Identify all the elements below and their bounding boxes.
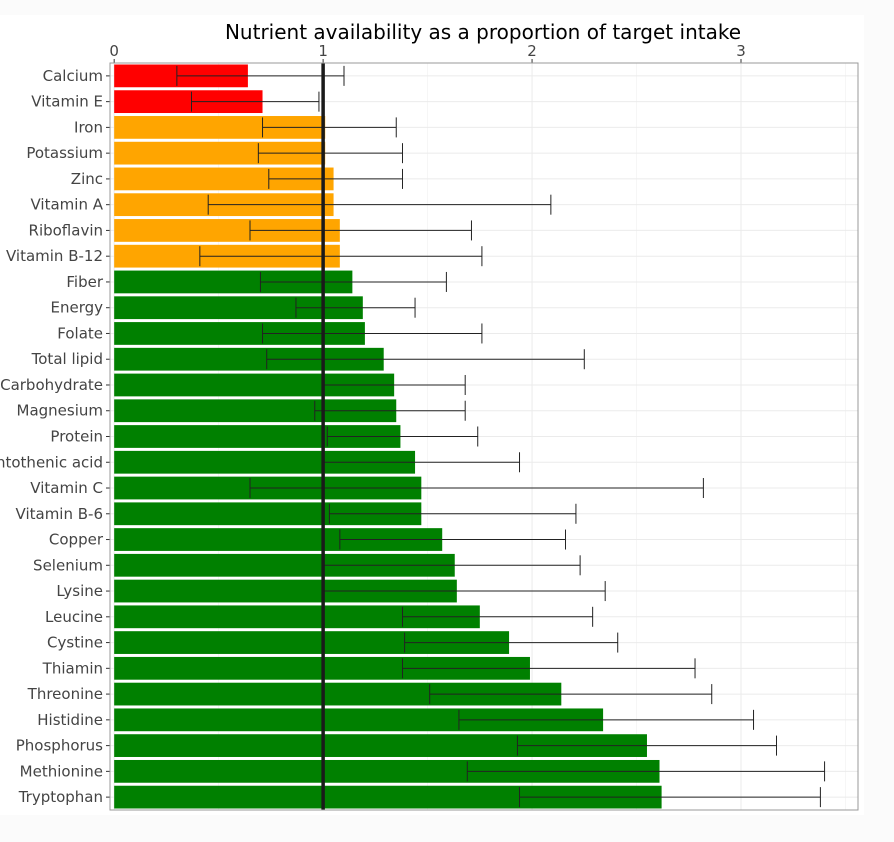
category-label: Zinc [71,170,103,188]
x-tick-label: 0 [109,42,119,60]
bar [114,219,340,242]
category-label: Vitamin E [31,93,103,111]
category-label: Calcium [43,67,103,85]
bar [114,167,334,191]
bar [114,605,480,629]
category-label: Carbohydrate [0,376,103,394]
category-label: Energy [50,299,103,317]
bar [114,347,384,371]
category-label: Protein [50,428,103,446]
category-label: Cystine [47,634,103,652]
error-bars [176,65,826,808]
bar [114,296,363,320]
category-label: Vitamin A [31,196,104,214]
category-label: Tryptophan [18,788,103,806]
category-label: Phosphorus [16,737,103,755]
category-label: Methionine [20,762,103,780]
category-label: Copper [49,531,104,549]
category-label: Fiber [66,273,103,291]
x-tick-label: 2 [527,42,537,60]
category-label: Lysine [56,582,103,600]
category-label: Histidine [37,711,103,729]
bar [114,528,443,551]
category-label: Thiamin [42,659,103,677]
bar [114,141,326,165]
bar [114,116,326,139]
bar [114,322,365,345]
bar [114,734,647,757]
category-label: Pantothenic acid [0,453,103,471]
category-label: Threonine [27,685,103,703]
bar [114,90,263,114]
category-label: Vitamin B-6 [16,505,103,523]
bar [114,502,422,526]
bar [114,785,662,809]
bar [114,425,401,448]
bar [114,553,455,577]
category-label: Riboflavin [29,221,103,239]
chart-title: Nutrient availability as a proportion of… [225,20,741,44]
bar [114,759,660,783]
bar [114,708,604,732]
category-label: Potassium [26,144,103,162]
bar [114,682,562,706]
bars [114,64,662,809]
category-label: Magnesium [17,402,104,420]
x-tick-label: 1 [318,42,328,60]
bar [114,399,397,423]
axes: Calcium Vitamin E Iron Potassium Zinc Vitamin… [0,42,746,806]
plot-border [109,62,859,811]
category-label: Folate [57,324,103,342]
category-label: Vitamin C [30,479,103,497]
category-label: Iron [74,118,103,136]
category-label: Total lipid [31,350,103,368]
category-label: Leucine [45,608,103,626]
bar [114,450,416,474]
bar [114,579,457,603]
x-tick-label: 3 [736,42,746,60]
bar [114,631,510,654]
bar [114,270,353,294]
category-label: Vitamin B-12 [6,247,103,265]
category-label: Selenium [33,556,103,574]
